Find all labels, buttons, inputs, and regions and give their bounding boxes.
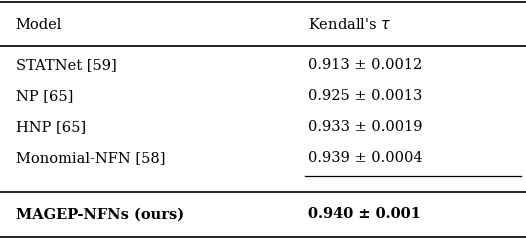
- Text: MAGEP-NFNs (ours): MAGEP-NFNs (ours): [16, 207, 184, 221]
- Text: 0.940 ± 0.001: 0.940 ± 0.001: [308, 207, 421, 221]
- Text: HNP [65]: HNP [65]: [16, 120, 86, 134]
- Text: Monomial-NFN [58]: Monomial-NFN [58]: [16, 151, 165, 165]
- Text: 0.933 ± 0.0019: 0.933 ± 0.0019: [308, 120, 422, 134]
- Text: Kendall's $\tau$: Kendall's $\tau$: [308, 17, 391, 33]
- Text: 0.925 ± 0.0013: 0.925 ± 0.0013: [308, 89, 422, 103]
- Text: Model: Model: [16, 18, 62, 32]
- Text: 0.939 ± 0.0004: 0.939 ± 0.0004: [308, 151, 422, 165]
- Text: NP [65]: NP [65]: [16, 89, 73, 103]
- Text: 0.913 ± 0.0012: 0.913 ± 0.0012: [308, 59, 422, 72]
- Text: STATNet [59]: STATNet [59]: [16, 59, 117, 72]
